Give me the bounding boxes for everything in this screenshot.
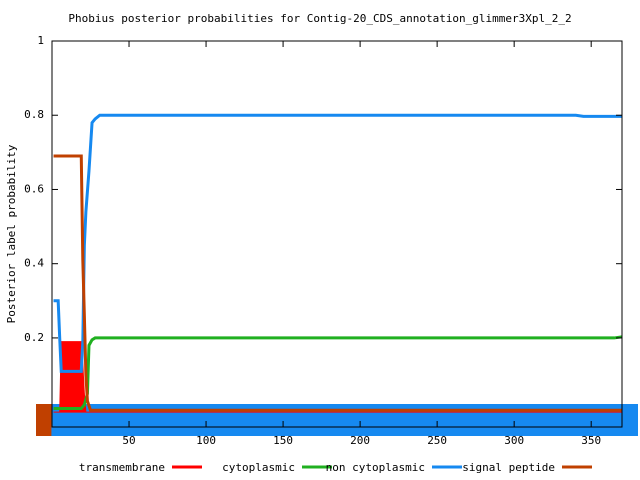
y-tick-label: 0.6	[24, 182, 44, 195]
y-tick-label: 1	[37, 34, 44, 47]
y-tick-label: 0.4	[24, 257, 44, 270]
x-tick-label: 250	[427, 434, 447, 447]
area	[53, 341, 622, 413]
plot-frame	[51, 40, 623, 428]
x-tick-label: 150	[273, 434, 293, 447]
x-tick-label: 350	[581, 434, 601, 447]
legend-label: transmembrane	[79, 461, 165, 474]
y-tick-label: 0.2	[24, 331, 44, 344]
x-tick-label: 50	[122, 434, 135, 447]
y-axis-label: Posterior label probability	[5, 144, 18, 323]
legend-label: signal peptide	[462, 461, 555, 474]
legend-label: non cytoplasmic	[326, 461, 425, 474]
x-tick-label: 200	[350, 434, 370, 447]
legend-label: cytoplasmic	[222, 461, 295, 474]
line	[53, 154, 622, 412]
chart-title: Phobius posterior probabilities for Cont…	[68, 12, 571, 25]
y-tick-label: 0.8	[24, 108, 44, 121]
x-tick-label: 300	[504, 434, 524, 447]
line	[53, 335, 623, 410]
line	[53, 113, 622, 373]
x-tick-label: 100	[196, 434, 216, 447]
